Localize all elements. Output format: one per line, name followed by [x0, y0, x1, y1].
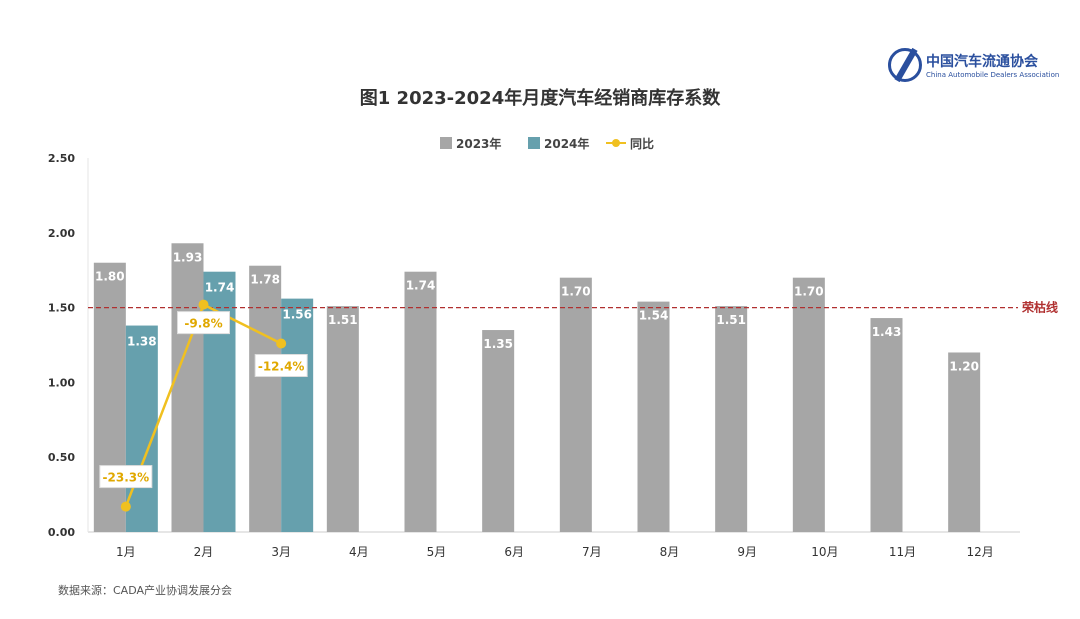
bar-label-2023: 1.74 [406, 279, 436, 293]
x-tick-label: 3月 [271, 545, 291, 559]
y-tick-label: 2.50 [48, 152, 75, 165]
y-tick-label: 0.00 [48, 526, 75, 539]
x-tick-label: 2月 [194, 545, 214, 559]
bar-2023 [792, 277, 825, 532]
x-tick-label: 4月 [349, 545, 369, 559]
yoy-label: -12.4% [258, 360, 305, 374]
bar-2024 [125, 325, 158, 532]
yoy-label-box [254, 354, 308, 378]
cada-logo: 中国汽车流通协会 China Automobile Dealers Associ… [888, 48, 1059, 82]
bar-label-2024: 1.38 [127, 335, 157, 349]
bar-2024 [281, 298, 314, 532]
x-tick-label: 1月 [116, 545, 136, 559]
bar-2023 [870, 318, 903, 532]
logo-name-cn: 中国汽车流通协会 [926, 54, 1038, 70]
bar-label-2023: 1.20 [949, 359, 979, 373]
yoy-label-box [177, 311, 230, 335]
bar-label-2023: 1.35 [483, 337, 513, 351]
data-source: 数据来源：CADA产业协调发展分会 [58, 584, 233, 597]
bar-label-2023: 1.51 [328, 313, 358, 327]
yoy-marker [276, 338, 287, 349]
bar-2023 [93, 262, 126, 532]
legend-label: 2023年 [456, 136, 501, 151]
bar-2023 [948, 352, 981, 532]
bar-label-2023: 1.70 [561, 285, 591, 299]
bar-2023 [326, 306, 359, 532]
bar-2023 [715, 306, 748, 532]
chart-title: 图1 2023-2024年月度汽车经销商库存系数 [359, 88, 721, 109]
y-tick-label: 2.00 [48, 227, 75, 240]
yoy-label: -9.8% [184, 317, 222, 331]
bar-label-2023: 1.43 [872, 325, 902, 339]
x-tick-label: 6月 [504, 545, 524, 559]
bar-label-2023: 1.78 [250, 273, 280, 287]
bar-label-2024: 1.56 [282, 308, 312, 322]
legend-swatch-0 [440, 137, 452, 149]
x-tick-label: 11月 [889, 545, 916, 559]
bar-2023 [559, 277, 592, 532]
x-tick-label: 9月 [737, 545, 757, 559]
yoy-marker [120, 501, 131, 512]
bar-label-2023: 1.93 [173, 250, 203, 264]
x-tick-label: 8月 [660, 545, 680, 559]
y-tick-label: 1.00 [48, 376, 75, 389]
x-tick-label: 7月 [582, 545, 602, 559]
bar-label-2023: 1.80 [95, 270, 125, 284]
logo-name-en: China Automobile Dealers Association [926, 71, 1060, 79]
legend-swatch-1 [528, 137, 540, 149]
bar-2023 [249, 265, 282, 532]
yoy-label: -23.3% [103, 471, 150, 485]
legend-label: 同比 [630, 136, 654, 151]
x-tick-label: 5月 [427, 545, 447, 559]
bar-2023 [482, 330, 515, 532]
reference-line-label: 荣枯线 [1021, 300, 1058, 315]
bar-label-2024: 1.74 [205, 281, 235, 295]
x-tick-label: 12月 [967, 545, 994, 559]
bar-2023 [171, 243, 204, 532]
legend-label: 2024年 [544, 136, 589, 151]
bar-2023 [637, 301, 670, 532]
y-tick-label: 0.50 [48, 451, 75, 464]
legend-marker-yoy [612, 139, 620, 147]
bar-label-2023: 1.70 [794, 285, 824, 299]
bar-label-2023: 1.51 [716, 313, 746, 327]
bar-2024 [203, 271, 236, 532]
x-tick-label: 10月 [811, 545, 838, 559]
yoy-label-box [99, 465, 153, 489]
bar-label-2023: 1.54 [639, 309, 669, 323]
bar-2023 [404, 271, 437, 532]
y-tick-label: 1.50 [48, 302, 75, 315]
cada-logo-icon [888, 48, 922, 82]
yoy-marker [198, 299, 209, 310]
